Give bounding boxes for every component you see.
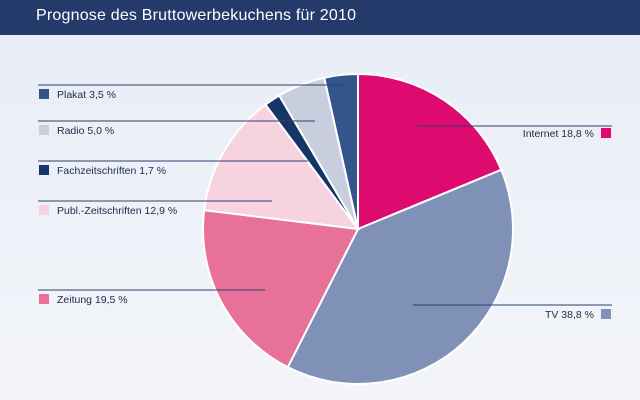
legend-label-fachzeitschriften: Fachzeitschriften 1,7 % (57, 165, 166, 177)
legend-label-radio: Radio 5,0 % (57, 125, 114, 137)
legend-swatch-internet (601, 128, 611, 138)
legend-swatch-radio (39, 125, 49, 135)
pie-slice-plakat (323, 72, 359, 230)
legend-label-zeitung: Zeitung 19,5 % (57, 294, 128, 306)
legend-label-publ-zeitschriften: Publ.-Zeitschriften 12,9 % (57, 205, 177, 217)
pie-slice-tv (286, 168, 514, 385)
legend-swatch-publ-zeitschriften (39, 205, 49, 215)
legend-label-tv: TV 38,8 % (545, 309, 594, 321)
legend-swatch-fachzeitschriften (39, 165, 49, 175)
pie-slice-zeitung (202, 208, 360, 369)
chart-title: Prognose des Bruttowerbekuchens für 2010 (36, 7, 357, 24)
legend-swatch-plakat (39, 89, 49, 99)
legend-label-internet: Internet 18,8 % (523, 128, 594, 140)
legend-swatch-zeitung (39, 294, 49, 304)
chart-header: Prognose des Bruttowerbekuchens für 2010 (0, 0, 640, 35)
legend-label-plakat: Plakat 3,5 % (57, 89, 116, 101)
pie-slice-publ-zeitschriften (203, 103, 361, 231)
pie-slice-internet (357, 72, 503, 231)
legend-swatch-tv (601, 309, 611, 319)
